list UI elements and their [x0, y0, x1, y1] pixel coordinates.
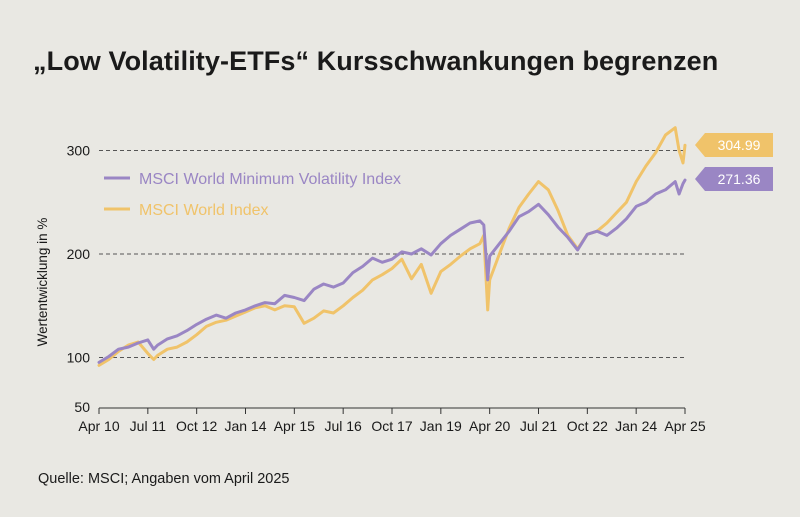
legend-label: MSCI World Index	[139, 202, 269, 219]
x-tick-label: Jan 24	[615, 418, 657, 434]
x-tick-label: Oct 17	[371, 418, 412, 434]
end-value-callout	[695, 167, 773, 191]
end-value-callouts: 271.36 304.99	[695, 133, 773, 191]
chart-title: „Low Volatility-ETFs“ Kursschwankungen b…	[33, 46, 719, 76]
x-tick-label: Jul 16	[324, 418, 362, 434]
legend: MSCI World Minimum Volatility Index MSCI …	[104, 171, 401, 219]
x-tick-label: Apr 20	[469, 418, 510, 434]
y-tick-label: 200	[67, 246, 91, 262]
legend-label: MSCI World Minimum Volatility Index	[139, 171, 401, 188]
y-tick-label: 50	[74, 399, 90, 415]
y-axis-ticks: 50 100 200 300	[67, 143, 91, 416]
y-tick-label: 300	[67, 143, 91, 159]
x-tick-label: Oct 12	[176, 418, 217, 434]
end-value-callout	[695, 133, 773, 157]
x-tick-label: Jul 21	[520, 418, 558, 434]
y-axis-label: Wertentwicklung in %	[35, 218, 50, 347]
x-tick-label: Apr 15	[274, 418, 315, 434]
x-tick-label: Apr 10	[78, 418, 119, 434]
x-tick-label: Jan 14	[224, 418, 266, 434]
x-tick-label: Oct 22	[567, 418, 608, 434]
x-axis: Apr 10 Jul 11 Oct 12 Jan 14 Apr 15 Jul 16 Oct …	[78, 407, 706, 434]
series-lines	[97, 126, 687, 367]
source-note: Quelle: MSCI; Angaben vom April 2025	[38, 471, 290, 487]
end-value-label: 271.36	[718, 171, 761, 187]
x-tick-label: Jul 11	[130, 418, 167, 434]
end-value-label: 304.99	[718, 137, 761, 153]
x-tick-label: Apr 25	[664, 418, 705, 434]
series-line-world	[97, 126, 687, 367]
y-tick-label: 100	[67, 350, 91, 366]
x-tick-label: Jan 19	[420, 418, 462, 434]
series-line-min-volatility	[97, 178, 687, 364]
